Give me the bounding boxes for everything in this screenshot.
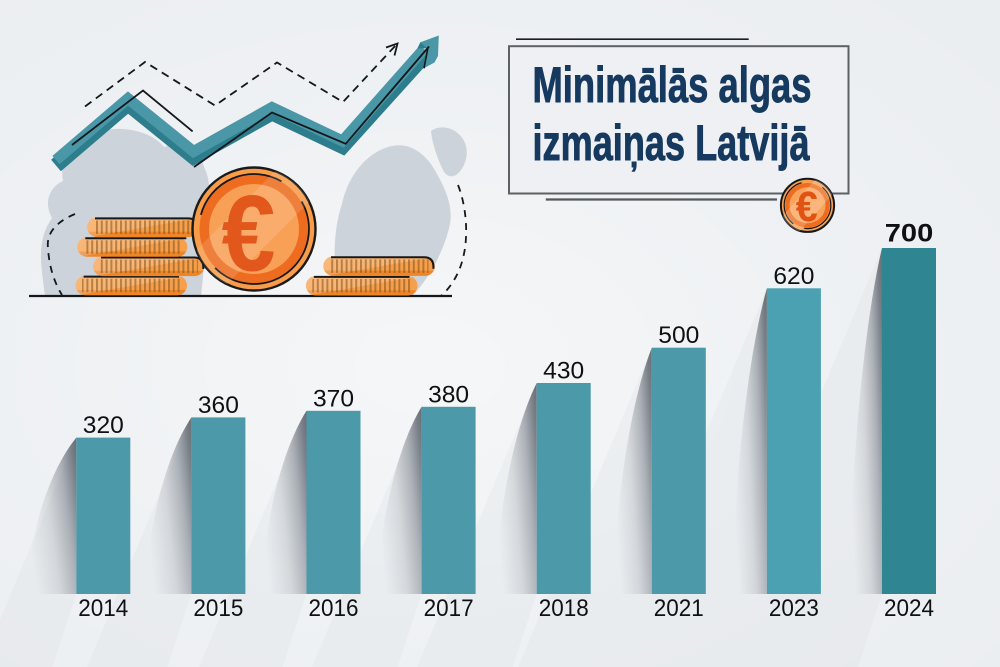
svg-text:370: 370 xyxy=(313,385,354,412)
svg-text:2018: 2018 xyxy=(539,595,589,622)
svg-text:€: € xyxy=(222,173,276,294)
svg-text:2024: 2024 xyxy=(884,595,934,622)
svg-text:izmaiņas Latvijā: izmaiņas Latvijā xyxy=(533,115,811,171)
svg-text:2023: 2023 xyxy=(769,595,819,622)
svg-text:Minimālās algas: Minimālās algas xyxy=(533,57,812,113)
svg-text:430: 430 xyxy=(543,358,584,385)
svg-text:2021: 2021 xyxy=(654,595,704,622)
svg-text:2014: 2014 xyxy=(78,595,128,622)
svg-text:€: € xyxy=(796,183,818,231)
svg-text:2017: 2017 xyxy=(424,595,474,622)
svg-text:500: 500 xyxy=(658,322,699,349)
svg-text:2016: 2016 xyxy=(309,595,359,622)
svg-text:360: 360 xyxy=(198,392,239,419)
svg-text:700: 700 xyxy=(885,220,934,248)
svg-text:2015: 2015 xyxy=(193,595,243,622)
svg-text:320: 320 xyxy=(83,412,124,439)
svg-text:620: 620 xyxy=(773,263,814,290)
svg-text:380: 380 xyxy=(428,381,469,408)
